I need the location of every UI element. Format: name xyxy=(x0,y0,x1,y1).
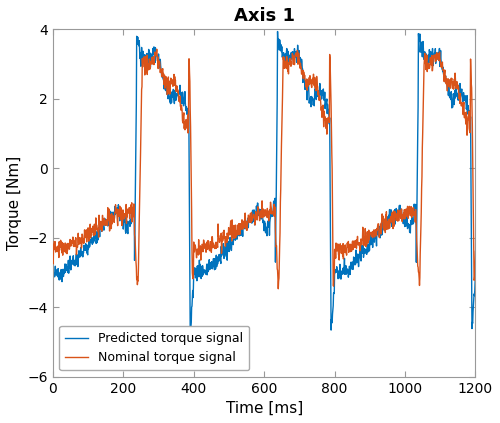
Nominal torque signal xyxy=(472,249,478,254)
Y-axis label: Torque [Nm]: Torque [Nm] xyxy=(7,156,22,250)
Nominal torque signal xyxy=(374,224,380,229)
Predicted torque signal xyxy=(374,232,380,237)
Nominal torque signal xyxy=(331,274,337,279)
Line: Nominal torque signal: Nominal torque signal xyxy=(53,49,476,289)
X-axis label: Time [ms]: Time [ms] xyxy=(226,401,303,416)
Nominal torque signal xyxy=(154,47,160,52)
Nominal torque signal xyxy=(146,56,152,61)
Nominal torque signal xyxy=(50,239,56,244)
Title: Axis 1: Axis 1 xyxy=(234,7,294,25)
Predicted torque signal xyxy=(187,331,193,336)
Predicted torque signal xyxy=(146,56,152,61)
Predicted torque signal xyxy=(183,108,189,113)
Nominal torque signal xyxy=(184,124,190,129)
Predicted torque signal xyxy=(274,29,280,34)
Predicted torque signal xyxy=(190,295,196,300)
Nominal torque signal xyxy=(276,286,281,291)
Legend: Predicted torque signal, Nominal torque signal: Predicted torque signal, Nominal torque … xyxy=(59,326,249,371)
Predicted torque signal xyxy=(316,92,322,97)
Nominal torque signal xyxy=(190,276,196,281)
Line: Predicted torque signal: Predicted torque signal xyxy=(53,31,476,333)
Predicted torque signal xyxy=(472,276,478,281)
Predicted torque signal xyxy=(50,270,56,275)
Predicted torque signal xyxy=(331,290,337,295)
Nominal torque signal xyxy=(316,90,322,95)
